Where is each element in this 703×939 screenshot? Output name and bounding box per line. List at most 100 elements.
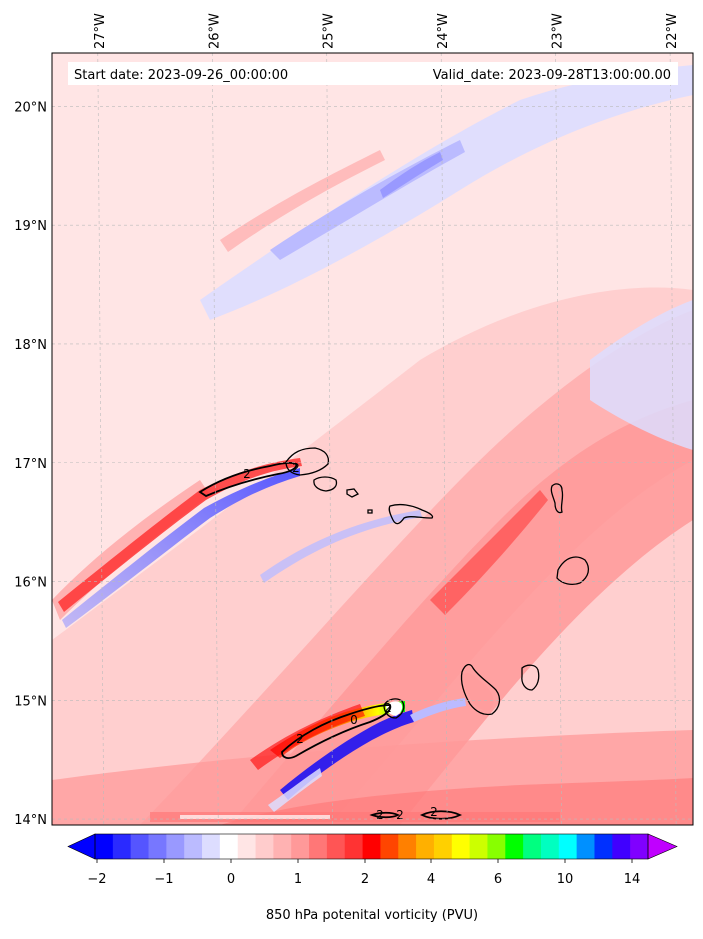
colorbar-segment — [273, 834, 292, 859]
colorbar-frame — [94, 833, 649, 860]
island-maio — [521, 664, 540, 691]
colorbar-over-arrow — [647, 833, 678, 860]
longitude-tick-label: 22°W — [665, 13, 680, 49]
contour-south-wake — [281, 704, 392, 759]
gridlines — [52, 53, 693, 825]
map-frame — [51, 52, 694, 826]
contour-labels: 2 2 0 2 2 2 2 2 — [243, 461, 438, 822]
contour-label: 2 — [296, 732, 304, 746]
colorbar-segment — [451, 834, 471, 859]
pv-field-blue-north-core — [380, 152, 443, 198]
colorbar-segment — [594, 834, 613, 859]
longitude-tick-label: 27°W — [93, 13, 108, 49]
latitude-tick-label: 20°N — [14, 100, 47, 115]
colorbar-segment — [291, 834, 310, 859]
island-raso — [367, 509, 373, 514]
colorbar-segment — [184, 834, 203, 859]
island-sal — [550, 483, 564, 514]
pv-wake-white-south — [268, 768, 322, 812]
colorbar-tick-label: 6 — [494, 872, 502, 887]
contour-label: 2 — [376, 808, 384, 822]
latitude-tick-label: 18°N — [14, 338, 47, 353]
latitude-tick-labels: 20°N 19°N 18°N 17°N 16°N 15°N 14°N — [14, 100, 47, 828]
pv-field-pink-north-streak — [220, 150, 385, 252]
colorbar: −2 −1 0 1 2 4 6 10 14 850 hPa potenital … — [67, 833, 678, 923]
colorbar-segment — [612, 834, 631, 859]
colorbar-segment — [505, 834, 524, 859]
colorbar-label: 850 hPa potenital vorticity (PVU) — [266, 908, 478, 923]
colorbar-segments — [95, 834, 649, 859]
colorbar-segment — [309, 834, 328, 859]
colorbar-segment — [576, 834, 596, 859]
latitude-tick-label: 19°N — [14, 219, 47, 234]
meridian-gridline — [326, 53, 334, 825]
island-fogo — [383, 698, 405, 719]
start-date-label: Start date: 2023-09-26_00:00:00 — [74, 68, 288, 83]
colorbar-tick-label: 4 — [427, 872, 435, 887]
colorbar-tick-label: −1 — [154, 872, 173, 887]
pv-wake-red-south — [270, 701, 405, 758]
colorbar-segment — [219, 834, 239, 859]
contour-label: 0 — [350, 713, 358, 727]
latitude-tick-label: 15°N — [14, 694, 47, 709]
pv-wake-blue-north — [62, 468, 300, 628]
colorbar-segment — [416, 834, 435, 859]
colorbar-tick-label: 10 — [557, 872, 574, 887]
colorbar-tick-label: 0 — [227, 872, 235, 887]
latitude-tick-label: 17°N — [14, 457, 47, 472]
colorbar-ticks: −2 −1 0 1 2 4 6 10 14 — [87, 872, 640, 887]
contour-south-edge-2 — [419, 810, 463, 820]
colorbar-segment — [398, 834, 417, 859]
pv-field-lightblue-east — [590, 300, 693, 450]
island-sao-nicolau — [388, 503, 434, 525]
map-panel: 2 2 0 2 2 2 2 2 Start date: 2023-09-26_0… — [52, 53, 693, 825]
colorbar-segment — [380, 834, 399, 859]
meridian-gridline — [440, 53, 448, 825]
colorbar-segment — [112, 834, 132, 859]
pv-wake-redglow-south — [250, 704, 365, 770]
pv-field-south-edge-white — [180, 815, 330, 819]
longitude-tick-label: 25°W — [322, 13, 337, 49]
colorbar-segment — [469, 834, 489, 859]
colorbar-segment — [95, 834, 114, 859]
contour-north-wake — [198, 462, 298, 498]
meridian-gridline — [211, 53, 219, 825]
contour-label: 2 — [384, 701, 392, 715]
island-boa-vista — [556, 556, 590, 585]
contour-label: 2 — [396, 808, 404, 822]
longitude-tick-label: 26°W — [207, 13, 222, 49]
island-santiago-fill — [463, 672, 494, 711]
pv-field-lightblue-north — [200, 65, 693, 320]
colorbar-segment — [202, 834, 221, 859]
pv-field-red-streak — [430, 490, 548, 615]
colorbar-tick-label: 1 — [294, 872, 302, 887]
pv-wake-red-north — [58, 458, 302, 612]
colorbar-segment — [148, 834, 167, 859]
valid-date-label: Valid_date: 2023-09-28T13:00:00.00 — [433, 68, 671, 83]
longitude-tick-label: 24°W — [436, 13, 451, 49]
pv-wake-lightblue-south — [410, 698, 466, 722]
latitude-tick-label: 14°N — [14, 813, 47, 828]
colorbar-segment — [362, 834, 382, 859]
colorbar-tick-label: 14 — [624, 872, 641, 887]
contour-south-edge-1 — [369, 811, 401, 819]
latitude-tick-label: 16°N — [14, 576, 47, 591]
colorbar-tick-label: 2 — [361, 872, 369, 887]
meridian-gridline — [97, 53, 105, 825]
colorbar-tick-marks — [96, 859, 633, 863]
island-santa-luzia — [346, 488, 360, 498]
colorbar-segment — [166, 834, 185, 859]
colorbar-segment — [630, 834, 649, 859]
colorbar-segment — [237, 834, 257, 859]
coastlines — [285, 447, 590, 719]
island-santiago — [460, 663, 501, 716]
meridian-gridline — [555, 53, 562, 825]
island-santo-antao — [285, 447, 330, 476]
colorbar-segment — [344, 834, 364, 859]
contour-label: 2 — [243, 467, 251, 481]
contour-label: 2 — [292, 461, 300, 475]
colorbar-under-arrow — [67, 833, 96, 860]
contour-label: 2 — [430, 805, 438, 819]
pv-contours — [198, 462, 463, 820]
